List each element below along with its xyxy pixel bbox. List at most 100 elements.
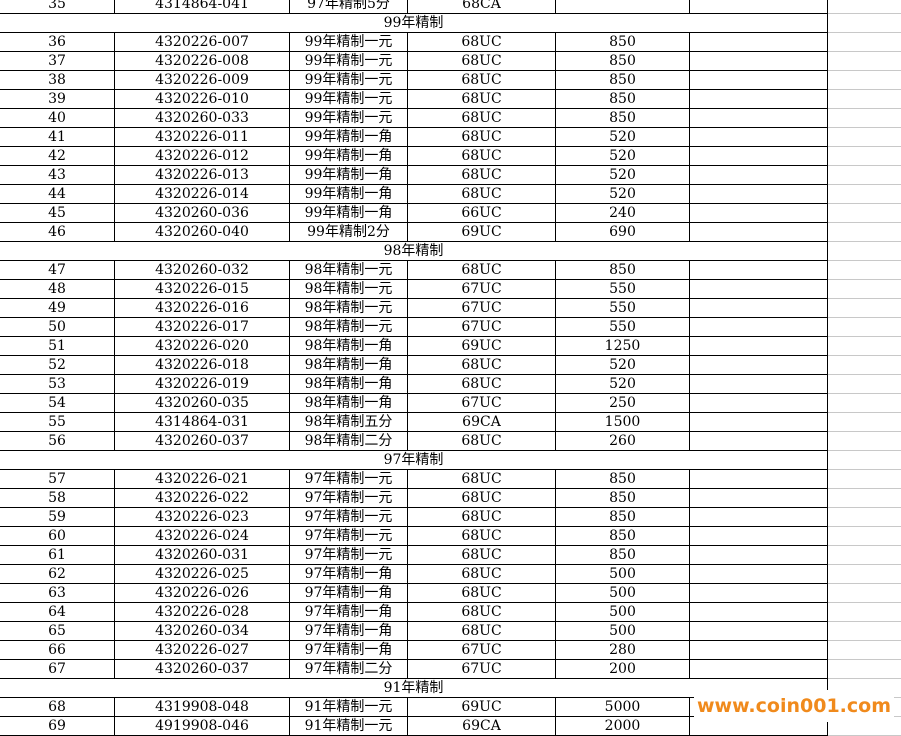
row-number: 39 xyxy=(0,90,115,109)
item-code: 4314864-041 xyxy=(115,0,290,14)
empty-cell xyxy=(690,109,828,128)
section-header: 97年精制 xyxy=(0,451,828,470)
empty-cell xyxy=(828,52,901,71)
empty-cell xyxy=(828,0,901,14)
empty-cell xyxy=(828,242,901,261)
row-number: 62 xyxy=(0,565,115,584)
empty-cell xyxy=(690,413,828,432)
item-code: 4320226-025 xyxy=(115,565,290,584)
item-code: 4320226-013 xyxy=(115,166,290,185)
empty-cell xyxy=(690,223,828,242)
empty-cell xyxy=(690,166,828,185)
grade: 68UC xyxy=(408,166,556,185)
grade: 68UC xyxy=(408,565,556,584)
coin-name: 99年精制一角 xyxy=(290,147,408,166)
coin-name: 97年精制一元 xyxy=(290,489,408,508)
price: 850 xyxy=(556,33,690,52)
price: 500 xyxy=(556,565,690,584)
price: 550 xyxy=(556,280,690,299)
price: 850 xyxy=(556,261,690,280)
empty-cell xyxy=(690,470,828,489)
coin-name: 99年精制2分 xyxy=(290,223,408,242)
grade: 67UC xyxy=(408,318,556,337)
price: 520 xyxy=(556,356,690,375)
empty-cell xyxy=(828,394,901,413)
empty-cell xyxy=(690,33,828,52)
item-code: 4320260-036 xyxy=(115,204,290,223)
item-code: 4314864-031 xyxy=(115,413,290,432)
price: 200 xyxy=(556,660,690,679)
coin-name: 99年精制一元 xyxy=(290,33,408,52)
item-code: 4320260-034 xyxy=(115,622,290,641)
grade: 68UC xyxy=(408,356,556,375)
empty-cell xyxy=(690,660,828,679)
empty-cell xyxy=(828,413,901,432)
row-number: 63 xyxy=(0,584,115,603)
price: 520 xyxy=(556,128,690,147)
price: 5000 xyxy=(556,698,690,717)
coin-name: 98年精制一元 xyxy=(290,299,408,318)
empty-cell xyxy=(690,204,828,223)
item-code: 4320260-037 xyxy=(115,660,290,679)
grade: 69UC xyxy=(408,698,556,717)
item-code: 4320226-027 xyxy=(115,641,290,660)
grade: 68UC xyxy=(408,90,556,109)
row-number: 59 xyxy=(0,508,115,527)
empty-cell xyxy=(828,185,901,204)
empty-cell xyxy=(828,337,901,356)
price: 850 xyxy=(556,52,690,71)
item-code: 4320226-014 xyxy=(115,185,290,204)
empty-cell xyxy=(690,603,828,622)
empty-cell xyxy=(828,204,901,223)
empty-cell xyxy=(828,33,901,52)
price: 2000 xyxy=(556,717,690,736)
row-number: 68 xyxy=(0,698,115,717)
empty-cell xyxy=(690,0,828,14)
empty-cell xyxy=(690,299,828,318)
empty-cell xyxy=(690,394,828,413)
item-code: 4320260-033 xyxy=(115,109,290,128)
grade: 68UC xyxy=(408,622,556,641)
item-code: 4320226-028 xyxy=(115,603,290,622)
empty-cell xyxy=(828,299,901,318)
price: 850 xyxy=(556,109,690,128)
coin-name: 99年精制一元 xyxy=(290,71,408,90)
coin-name: 98年精制二分 xyxy=(290,432,408,451)
row-number: 44 xyxy=(0,185,115,204)
coin-name: 97年精制一元 xyxy=(290,527,408,546)
grade: 66UC xyxy=(408,204,556,223)
empty-cell xyxy=(690,622,828,641)
price: 850 xyxy=(556,71,690,90)
grade: 69CA xyxy=(408,717,556,736)
row-number: 60 xyxy=(0,527,115,546)
row-number: 37 xyxy=(0,52,115,71)
coin-name: 98年精制一角 xyxy=(290,356,408,375)
item-code: 4320226-017 xyxy=(115,318,290,337)
empty-cell xyxy=(828,14,901,33)
empty-cell xyxy=(690,432,828,451)
price: 280 xyxy=(556,641,690,660)
coin-name: 97年精制一角 xyxy=(290,603,408,622)
empty-cell xyxy=(828,71,901,90)
price: 850 xyxy=(556,470,690,489)
coin-name: 97年精制一角 xyxy=(290,584,408,603)
section-header: 98年精制 xyxy=(0,242,828,261)
empty-cell xyxy=(828,432,901,451)
grade: 68UC xyxy=(408,147,556,166)
section-header: 99年精制 xyxy=(0,14,828,33)
coin-name: 99年精制一角 xyxy=(290,166,408,185)
empty-cell xyxy=(828,489,901,508)
price: 550 xyxy=(556,299,690,318)
item-code: 4320226-008 xyxy=(115,52,290,71)
empty-cell xyxy=(690,641,828,660)
item-code: 4320226-018 xyxy=(115,356,290,375)
price: 500 xyxy=(556,584,690,603)
item-code: 4320226-021 xyxy=(115,470,290,489)
price: 250 xyxy=(556,394,690,413)
empty-cell xyxy=(828,223,901,242)
row-number: 61 xyxy=(0,546,115,565)
item-code: 4320226-012 xyxy=(115,147,290,166)
watermark: www.coin001.com xyxy=(694,690,894,722)
row-number: 53 xyxy=(0,375,115,394)
price: 500 xyxy=(556,622,690,641)
